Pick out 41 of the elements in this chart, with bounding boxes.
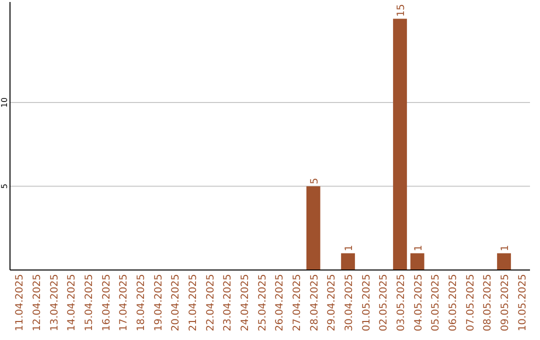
x-tick-label: 04.05.2025 [413, 274, 424, 332]
x-tick-label: 25.04.2025 [257, 274, 268, 332]
x-tick-label: 22.04.2025 [205, 274, 216, 332]
x-tick-label: 07.05.2025 [465, 274, 476, 332]
data-label: 1 [413, 244, 424, 252]
x-tick-label: 26.04.2025 [274, 274, 286, 332]
x-tick-label: 19.04.2025 [153, 274, 164, 332]
x-tick-label: 08.05.2025 [482, 274, 494, 332]
x-tick-label: 29.04.2025 [326, 274, 338, 332]
x-tick-label: 11.04.2025 [14, 274, 26, 332]
x-tick-label: 13.04.2025 [49, 274, 60, 332]
x-tick-label: 20.04.2025 [170, 274, 182, 332]
bar [306, 186, 320, 270]
data-label: 15 [396, 4, 407, 17]
x-tick-label: 15.04.2025 [84, 274, 95, 332]
x-tick-label: 28.04.2025 [309, 274, 320, 332]
x-tick-label: 02.05.2025 [378, 274, 390, 332]
bar [410, 253, 424, 270]
bar [341, 253, 355, 270]
x-tick-label: 03.05.2025 [396, 274, 407, 332]
x-tick-label: 12.04.2025 [32, 274, 43, 332]
bar [497, 253, 511, 270]
bar [393, 18, 407, 270]
x-tick-label: 16.04.2025 [101, 274, 112, 332]
x-tick-label: 30.04.2025 [344, 274, 355, 332]
x-tick-label: 27.04.2025 [292, 274, 303, 332]
x-tick-label: 21.04.2025 [188, 274, 199, 332]
data-label: 5 [309, 178, 320, 184]
x-tick-label: 24.04.2025 [240, 274, 251, 332]
x-tick-label: 01.05.2025 [361, 274, 372, 332]
x-tick-label: 05.05.2025 [430, 274, 442, 332]
x-tick-label: 17.04.2025 [118, 274, 130, 332]
data-label: 1 [344, 244, 355, 252]
x-tick-label: 06.05.2025 [448, 274, 459, 332]
x-tick-label: 09.05.2025 [500, 274, 511, 332]
x-tick-label: 10.05.2025 [517, 274, 528, 332]
data-label: 1 [500, 244, 511, 252]
x-tick-label: 18.04.2025 [136, 274, 147, 332]
x-tick-label: 23.04.2025 [222, 274, 234, 332]
x-tick-label: 14.04.2025 [66, 274, 78, 332]
y-tick-label: 10 [0, 97, 9, 108]
